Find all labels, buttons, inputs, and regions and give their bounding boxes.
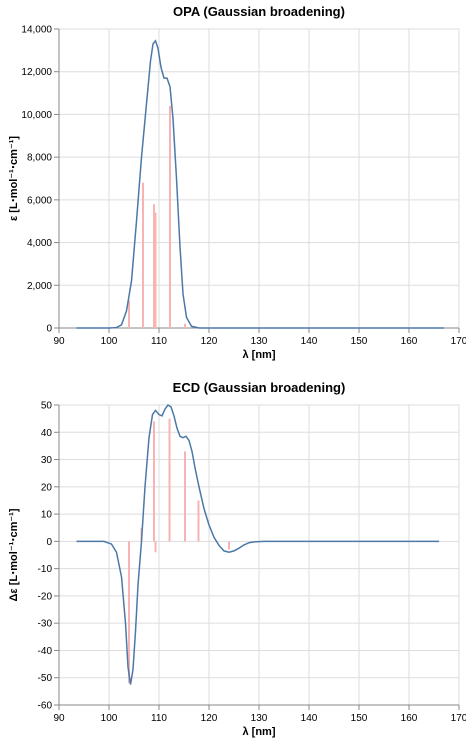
y-axis-label: ε [L⋅mol⁻¹⋅cm⁻¹] xyxy=(8,136,20,221)
y-tick-label: 14,000 xyxy=(21,25,52,36)
x-tick-label: 160 xyxy=(401,713,418,724)
spectrum-curve xyxy=(76,39,444,329)
x-tick-label: 120 xyxy=(201,336,218,347)
y-tick-label: 0 xyxy=(46,537,52,548)
y-tick-label: -60 xyxy=(38,701,53,712)
spectrum-curve xyxy=(76,403,439,685)
x-axis-label: λ [nm] xyxy=(243,726,276,738)
x-tick-label: 140 xyxy=(301,713,318,724)
x-tick-label: 130 xyxy=(251,713,268,724)
x-tick-label: 90 xyxy=(53,336,65,347)
chart-title: OPA (Gaussian broadening) xyxy=(173,4,345,19)
y-tick-label: -30 xyxy=(38,619,53,630)
x-tick-label: 160 xyxy=(401,336,418,347)
y-tick-label: 20 xyxy=(41,482,53,493)
y-tick-label: 10,000 xyxy=(21,110,52,121)
y-tick-label: 2,000 xyxy=(27,281,52,292)
y-tick-label: 10 xyxy=(41,510,53,521)
y-tick-label: 40 xyxy=(41,428,53,439)
chart-1: 90 100 110 120 130 140 150 160 170-60-50-40-30-2… xyxy=(8,380,466,738)
x-tick-label: 90 xyxy=(53,713,65,724)
x-tick-label: 170 xyxy=(451,713,466,724)
chart-0: 90 100 110 120 130 140 150 160 170 0 2,000 4,000 6,0… xyxy=(8,4,466,361)
chart-title: ECD (Gaussian broadening) xyxy=(173,380,346,395)
y-tick-label: 50 xyxy=(41,401,53,412)
y-tick-label: -40 xyxy=(38,646,53,657)
y-tick-label: -20 xyxy=(38,591,53,602)
y-tick-label: 4,000 xyxy=(27,238,52,249)
y-tick-label: 6,000 xyxy=(27,195,52,206)
y-tick-label: 30 xyxy=(41,455,53,466)
y-tick-label: 12,000 xyxy=(21,67,52,78)
x-tick-label: 100 xyxy=(101,713,118,724)
x-tick-label: 100 xyxy=(101,336,118,347)
y-tick-label: -10 xyxy=(38,564,53,575)
y-tick-label: -50 xyxy=(38,673,53,684)
x-tick-label: 170 xyxy=(451,336,466,347)
y-tick-label: 8,000 xyxy=(27,153,52,164)
x-tick-label: 130 xyxy=(251,336,268,347)
x-tick-label: 110 xyxy=(151,713,167,724)
x-tick-label: 150 xyxy=(351,336,368,347)
y-tick-label: 0 xyxy=(46,324,52,335)
x-tick-label: 140 xyxy=(301,336,318,347)
x-tick-label: 150 xyxy=(351,713,368,724)
x-tick-label: 120 xyxy=(201,713,218,724)
y-axis-label: Δε [L⋅mol⁻¹⋅cm⁻¹] xyxy=(8,508,20,601)
x-axis-label: λ [nm] xyxy=(243,349,276,361)
x-tick-label: 110 xyxy=(151,336,167,347)
